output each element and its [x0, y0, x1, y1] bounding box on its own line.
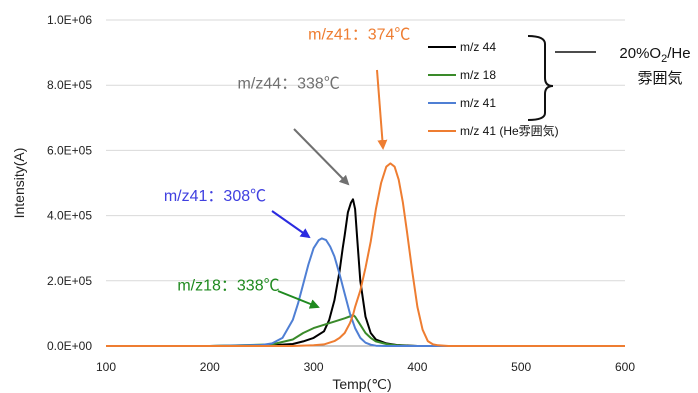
legend-label: m/z 44	[460, 40, 496, 54]
annotation-label: m/z44：338℃	[238, 75, 340, 92]
x-axis-title: Temp(℃)	[332, 376, 391, 392]
y-tick-label: 8.0E+05	[47, 78, 92, 92]
y-tick-label: 0.0E+00	[47, 339, 92, 353]
series-line-4	[106, 162, 625, 347]
legend-label: m/z 41	[460, 96, 496, 110]
x-tick-label: 200	[200, 360, 220, 374]
x-tick-label: 500	[511, 360, 531, 374]
annotation-arrows	[271, 69, 388, 309]
series-line-1	[106, 198, 625, 347]
y-tick-label: 6.0E+05	[47, 143, 92, 157]
x-tick-label: 400	[407, 360, 427, 374]
y-tick-label: 2.0E+05	[47, 274, 92, 288]
y-tick-label: 1.0E+06	[47, 13, 92, 27]
y-axis-title: Intensity(A)	[11, 148, 27, 219]
x-tick-label: 300	[304, 360, 324, 374]
annotation-arrow	[277, 290, 320, 309]
annotation-arrow	[293, 128, 350, 186]
gridlines	[106, 19, 625, 347]
legend-bracket	[527, 35, 554, 121]
bracket-label-part2: /He	[667, 45, 690, 62]
bracket-label-subscript: 2	[661, 53, 667, 65]
y-tick-label: 4.0E+05	[47, 209, 92, 223]
y-tick-labels: 0.0E+00 2.0E+05 4.0E+05 6.0E+05 8.0E+05 1.0E+…	[47, 13, 92, 353]
annotation-label: m/z41：308℃	[164, 188, 266, 205]
annotation-label: m/z41：374℃	[308, 27, 410, 44]
x-tick-labels: 100 200 300 400 500 600	[96, 360, 635, 374]
annotation-label: m/z18：338℃	[177, 278, 279, 295]
legend-label: m/z 18	[460, 68, 496, 82]
annotation-arrow	[271, 210, 311, 239]
legend: m/z 44 m/z 18 m/z 41 m/z 41 (He雰囲気)	[428, 40, 559, 138]
bracket-label-part1: 20%O	[619, 45, 661, 62]
bracket-label-line2: 雰囲気	[637, 70, 682, 87]
annotations: m/z41：374℃ m/z44：338℃ m/z41：308℃ m/z18：338℃	[164, 27, 411, 295]
x-tick-label: 600	[615, 360, 635, 374]
x-tick-label: 100	[96, 360, 116, 374]
annotation-arrow	[376, 69, 388, 150]
series-line-3	[106, 237, 625, 347]
series-lines	[106, 162, 625, 347]
bracket-label: 20%O2/He	[619, 45, 690, 65]
legend-label: m/z 41 (He雰囲気)	[460, 123, 559, 138]
